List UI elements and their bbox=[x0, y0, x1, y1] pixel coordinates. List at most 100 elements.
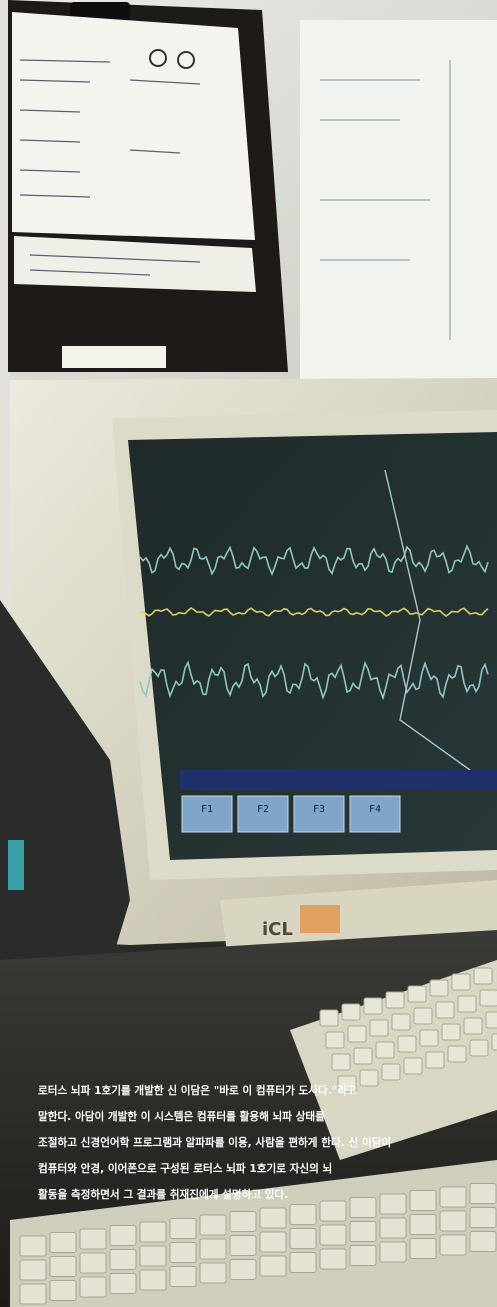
screen bbox=[128, 432, 497, 860]
keycap bbox=[469, 1207, 497, 1228]
eeg-traces bbox=[139, 469, 489, 771]
keycaps bbox=[19, 967, 497, 1305]
keycap bbox=[441, 1023, 461, 1041]
function-key-label: F3 bbox=[313, 804, 325, 815]
keycap bbox=[169, 1218, 197, 1239]
keycap bbox=[439, 1234, 467, 1256]
keycap bbox=[439, 1186, 467, 1208]
eeg-spike bbox=[384, 469, 471, 771]
function-key bbox=[181, 795, 233, 833]
keycap bbox=[229, 1259, 257, 1280]
function-key bbox=[293, 795, 345, 833]
keycap bbox=[79, 1252, 107, 1274]
keycap bbox=[457, 995, 477, 1013]
keycap bbox=[49, 1280, 77, 1301]
keyboard bbox=[10, 1160, 497, 1307]
keycap bbox=[109, 1249, 137, 1270]
keycap bbox=[49, 1232, 77, 1253]
keycap bbox=[259, 1231, 287, 1253]
keycap bbox=[485, 1011, 497, 1029]
keycap bbox=[349, 1197, 377, 1218]
laptop bbox=[0, 600, 130, 1010]
keycap bbox=[379, 1241, 407, 1263]
keycap bbox=[385, 991, 405, 1009]
function-key-label: F4 bbox=[369, 804, 381, 815]
eeg-trace bbox=[139, 660, 489, 701]
keycap bbox=[19, 1259, 47, 1281]
keycap bbox=[403, 1057, 423, 1075]
logo bbox=[149, 49, 167, 67]
caption-line: 말한다. 아담이 개발한 이 시스템은 컴퓨터를 활용해 뇌파 상태를 bbox=[38, 1110, 325, 1123]
keycap bbox=[109, 1225, 137, 1246]
keycap bbox=[319, 1200, 347, 1222]
caption-line: 컴퓨터와 안경, 이어폰으로 구성된 로터스 뇌파 1호기로 자신의 뇌 bbox=[38, 1162, 332, 1175]
keycap bbox=[491, 1033, 497, 1051]
keycap bbox=[349, 1221, 377, 1242]
keycap bbox=[413, 1007, 433, 1025]
keycap bbox=[439, 1210, 467, 1232]
logo bbox=[177, 51, 195, 69]
keycap bbox=[407, 985, 427, 1003]
caption-line: 로터스 뇌파 1호기를 개발한 신 이담은 "바로 이 컴퓨터가 도사다."라고 bbox=[38, 1084, 357, 1097]
caption-line: 조절하고 신경언어학 프로그램과 알파파를 이용, 사람을 편하게 한다. 신 … bbox=[38, 1136, 391, 1149]
keycap bbox=[349, 1245, 377, 1266]
document bbox=[14, 236, 256, 292]
brand: iCL bbox=[262, 919, 293, 940]
function-key-label: F1 bbox=[201, 804, 213, 815]
keycap bbox=[429, 979, 449, 997]
keycap bbox=[469, 1231, 497, 1252]
document-text bbox=[19, 59, 201, 276]
keycap bbox=[419, 1029, 439, 1047]
paper-lines bbox=[320, 60, 451, 340]
eeg-trace bbox=[139, 607, 489, 617]
keycap bbox=[49, 1256, 77, 1277]
label bbox=[300, 905, 340, 933]
keycap bbox=[451, 973, 471, 991]
keycap bbox=[19, 1283, 47, 1305]
keycap bbox=[369, 1019, 389, 1037]
keycap bbox=[199, 1214, 227, 1236]
keycap bbox=[19, 1235, 47, 1257]
keycap bbox=[463, 1017, 483, 1035]
keycap bbox=[425, 1051, 445, 1069]
note bbox=[62, 346, 166, 368]
keycap bbox=[169, 1242, 197, 1263]
keycap bbox=[199, 1262, 227, 1284]
keycap bbox=[319, 1224, 347, 1246]
keycap bbox=[381, 1063, 401, 1081]
keycap bbox=[479, 989, 497, 1007]
keycap bbox=[289, 1252, 317, 1273]
keycap bbox=[259, 1255, 287, 1277]
keycap bbox=[347, 1025, 367, 1043]
keycap bbox=[473, 967, 493, 985]
keycap bbox=[359, 1069, 379, 1087]
keycap bbox=[139, 1269, 167, 1291]
function-key bbox=[349, 795, 401, 833]
caption-line: 활동을 측정하면서 그 결과를 취재진에게 설명하고 있다. bbox=[38, 1188, 288, 1201]
keycap bbox=[409, 1238, 437, 1259]
laptop-screen bbox=[8, 840, 24, 890]
keycap bbox=[199, 1238, 227, 1260]
keycap bbox=[447, 1045, 467, 1063]
keycap bbox=[341, 1003, 361, 1021]
keycap bbox=[409, 1214, 437, 1235]
keycap bbox=[259, 1207, 287, 1229]
keycap bbox=[331, 1053, 351, 1071]
function-key bbox=[237, 795, 289, 833]
keycap bbox=[363, 997, 383, 1015]
keycap bbox=[139, 1221, 167, 1243]
keycap bbox=[319, 1248, 347, 1270]
keycap bbox=[375, 1041, 395, 1059]
keycap bbox=[353, 1047, 373, 1065]
keycap bbox=[391, 1013, 411, 1031]
keycap bbox=[79, 1276, 107, 1298]
function-keys: F1 F2 F3 F4 bbox=[181, 795, 401, 833]
eeg-trace bbox=[139, 544, 489, 577]
keycap bbox=[289, 1228, 317, 1249]
keycap bbox=[229, 1211, 257, 1232]
keycap bbox=[379, 1193, 407, 1215]
document bbox=[12, 12, 255, 240]
keycap bbox=[397, 1035, 417, 1053]
status-bar bbox=[180, 770, 497, 790]
